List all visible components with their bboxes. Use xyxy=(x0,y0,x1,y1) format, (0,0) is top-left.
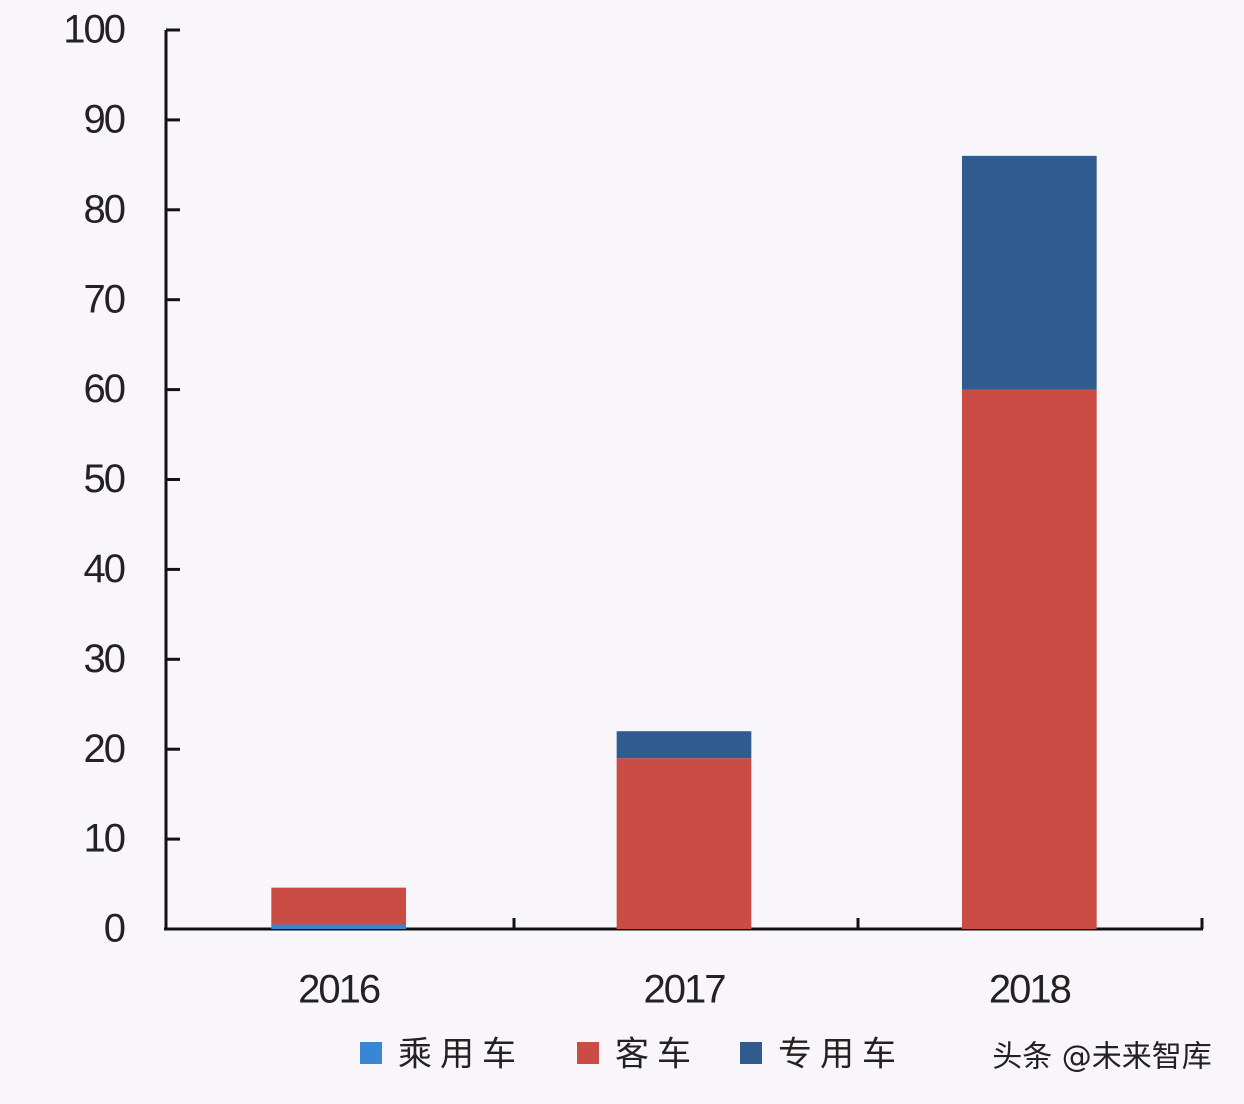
y-tick-label: 40 xyxy=(84,547,125,591)
legend-swatch xyxy=(577,1042,599,1064)
legend-swatch xyxy=(360,1042,382,1064)
y-tick-label: 20 xyxy=(84,727,125,771)
legend-label: 乘用车 xyxy=(398,1035,524,1075)
y-tick-label: 10 xyxy=(84,817,125,861)
legend-label: 专用车 xyxy=(778,1035,904,1075)
legend-swatch xyxy=(740,1042,762,1064)
bar-segment xyxy=(616,731,752,759)
y-tick-label: 100 xyxy=(63,8,124,52)
legend-label: 客车 xyxy=(615,1035,699,1075)
y-tick-label: 80 xyxy=(84,187,125,231)
y-tick-label: 90 xyxy=(84,97,125,141)
y-tick-label: 70 xyxy=(84,277,125,321)
bar-segment xyxy=(961,155,1097,390)
x-tick-label: 2017 xyxy=(644,968,726,1012)
x-tick-label: 2018 xyxy=(989,968,1071,1012)
y-tick-label: 60 xyxy=(84,367,125,411)
y-tick-label: 0 xyxy=(104,907,125,951)
bar-segment xyxy=(616,758,752,929)
bar-segment xyxy=(961,389,1097,930)
y-tick-label: 30 xyxy=(84,637,125,681)
x-tick-label: 2016 xyxy=(298,968,380,1012)
watermark: 头条 @未来智库 xyxy=(992,1040,1212,1075)
bar-segment xyxy=(271,887,407,925)
y-tick-label: 50 xyxy=(84,457,125,501)
bar-segment xyxy=(271,924,407,929)
